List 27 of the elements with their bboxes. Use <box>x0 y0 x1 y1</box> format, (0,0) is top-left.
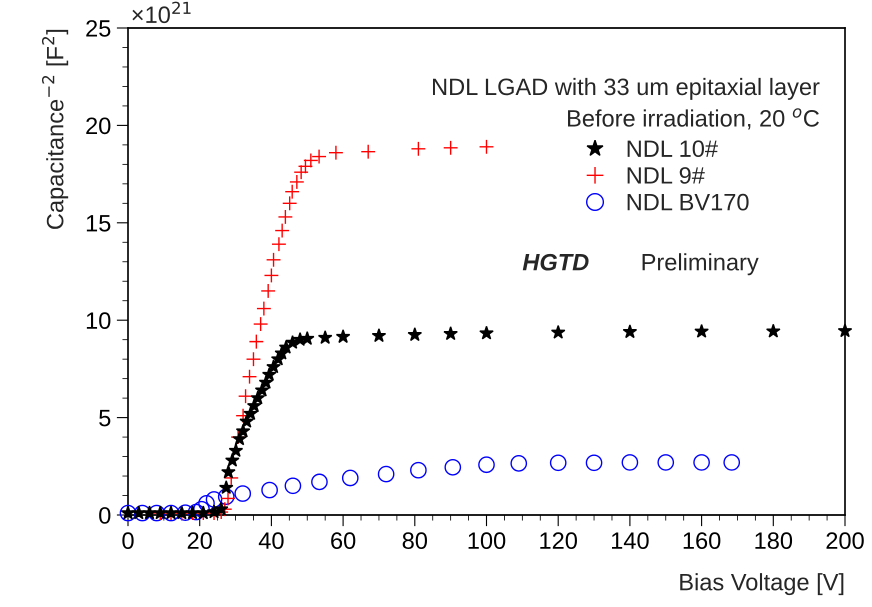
y-tick-label: 5 <box>99 410 110 426</box>
y-tick-label: 15 <box>86 215 110 232</box>
x-tick-label: 0 <box>122 532 134 550</box>
x-tick-label: 140 <box>612 532 649 550</box>
y-axis-title: Capacitance$^{−2}$ [F$^{2}$] <box>42 30 68 229</box>
y-tick-label: 10 <box>86 312 110 329</box>
x-axis-title: Bias Voltage [V] <box>680 573 844 596</box>
x-tick-label: 80 <box>402 532 428 550</box>
x-tick-label: 60 <box>331 532 356 550</box>
y-tick-label: 25 <box>86 20 110 37</box>
y-tick-label: 0 <box>99 507 110 524</box>
annotation: Preliminary <box>642 253 759 276</box>
x-tick-label: 20 <box>188 532 212 550</box>
x-tick-label: 40 <box>258 532 284 550</box>
text: ×10$^{21}$ <box>132 2 191 24</box>
x-tick-label: 180 <box>755 532 792 550</box>
legend-label: NDL 9# <box>628 167 705 184</box>
y-tick-label: 20 <box>86 117 110 134</box>
x-tick-label: 160 <box>684 532 720 550</box>
annotation: HGTD <box>522 254 589 271</box>
legend-label: NDL BV170 <box>628 194 749 211</box>
x-tick-label: 100 <box>468 532 506 550</box>
legend-label: NDL 10# <box>628 140 718 158</box>
x-tick-label: 200 <box>826 532 864 550</box>
annotation: NDL LGAD with 33 um epitaxial layer <box>433 78 820 100</box>
x-tick-label: 120 <box>540 532 577 550</box>
annotation: Before irradiation, 20 $^{o}$C <box>568 108 819 130</box>
